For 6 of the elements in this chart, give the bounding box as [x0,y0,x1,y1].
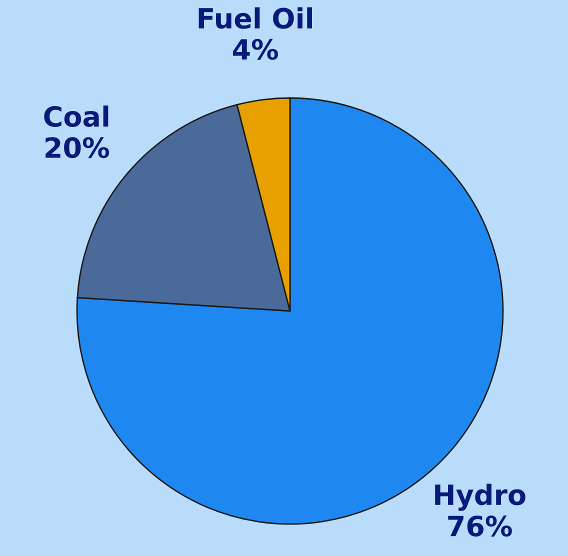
data-label: 4% [232,38,278,60]
slice-label: Coal [44,106,108,128]
data-label: 20% [46,137,110,158]
slice-label: Hydro [435,484,526,511]
slice-label: Fuel Oil [198,7,312,29]
data-label: 76% [448,516,512,537]
